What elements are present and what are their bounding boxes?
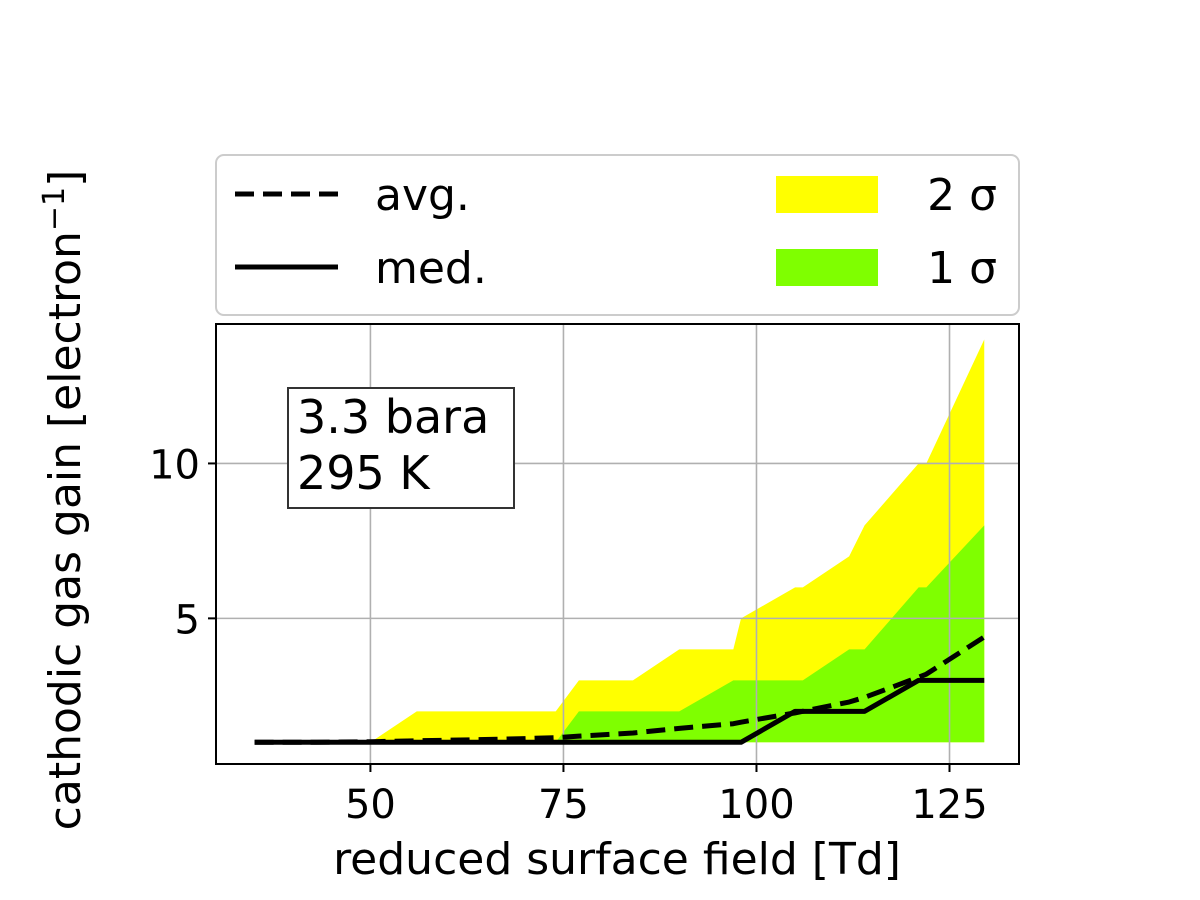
- legend-avg-label: avg.: [375, 170, 470, 221]
- legend-2sigma-label: 2 σ: [927, 170, 997, 221]
- y-axis-label-main: cathodic gas gain [electron: [40, 231, 91, 830]
- legend-med-label: med.: [375, 243, 487, 294]
- x-tick-label-50: 50: [345, 782, 396, 828]
- annotation-pressure: 3.3 bara: [297, 390, 489, 444]
- y-axis-label: cathodic gas gain [electron−1]: [37, 170, 91, 831]
- legend-1sigma-swatch: [776, 249, 878, 286]
- x-tick-label-100: 100: [718, 782, 794, 828]
- band-2sigma: [254, 339, 985, 743]
- x-axis-label: reduced surface field [Td]: [333, 834, 901, 885]
- y-axis-label-close: ]: [40, 170, 91, 187]
- legend-2sigma-swatch: [776, 176, 878, 213]
- series-line-med: [254, 677, 985, 745]
- y-axis-label-superscript: −1: [37, 187, 72, 231]
- x-tick-label-125: 125: [911, 782, 987, 828]
- y-tick-label-10: 10: [149, 442, 200, 488]
- legend: avg. med. 2 σ 1 σ: [215, 154, 1020, 316]
- annotation-frame: [287, 387, 515, 509]
- plot-area: 50 75 100 125 5 10: [149, 324, 1019, 828]
- legend-1sigma-label: 1 σ: [927, 243, 997, 294]
- x-tick-label-75: 75: [538, 782, 589, 828]
- legend-frame: [215, 154, 1020, 316]
- band-1sigma: [254, 525, 985, 743]
- y-tick-label-5: 5: [175, 597, 200, 643]
- series-line-avg: [254, 634, 986, 745]
- annotation-temperature: 295 K: [297, 446, 431, 500]
- axes-frame: [215, 323, 1020, 765]
- annotation-box: 3.3 bara 295 K: [287, 387, 515, 509]
